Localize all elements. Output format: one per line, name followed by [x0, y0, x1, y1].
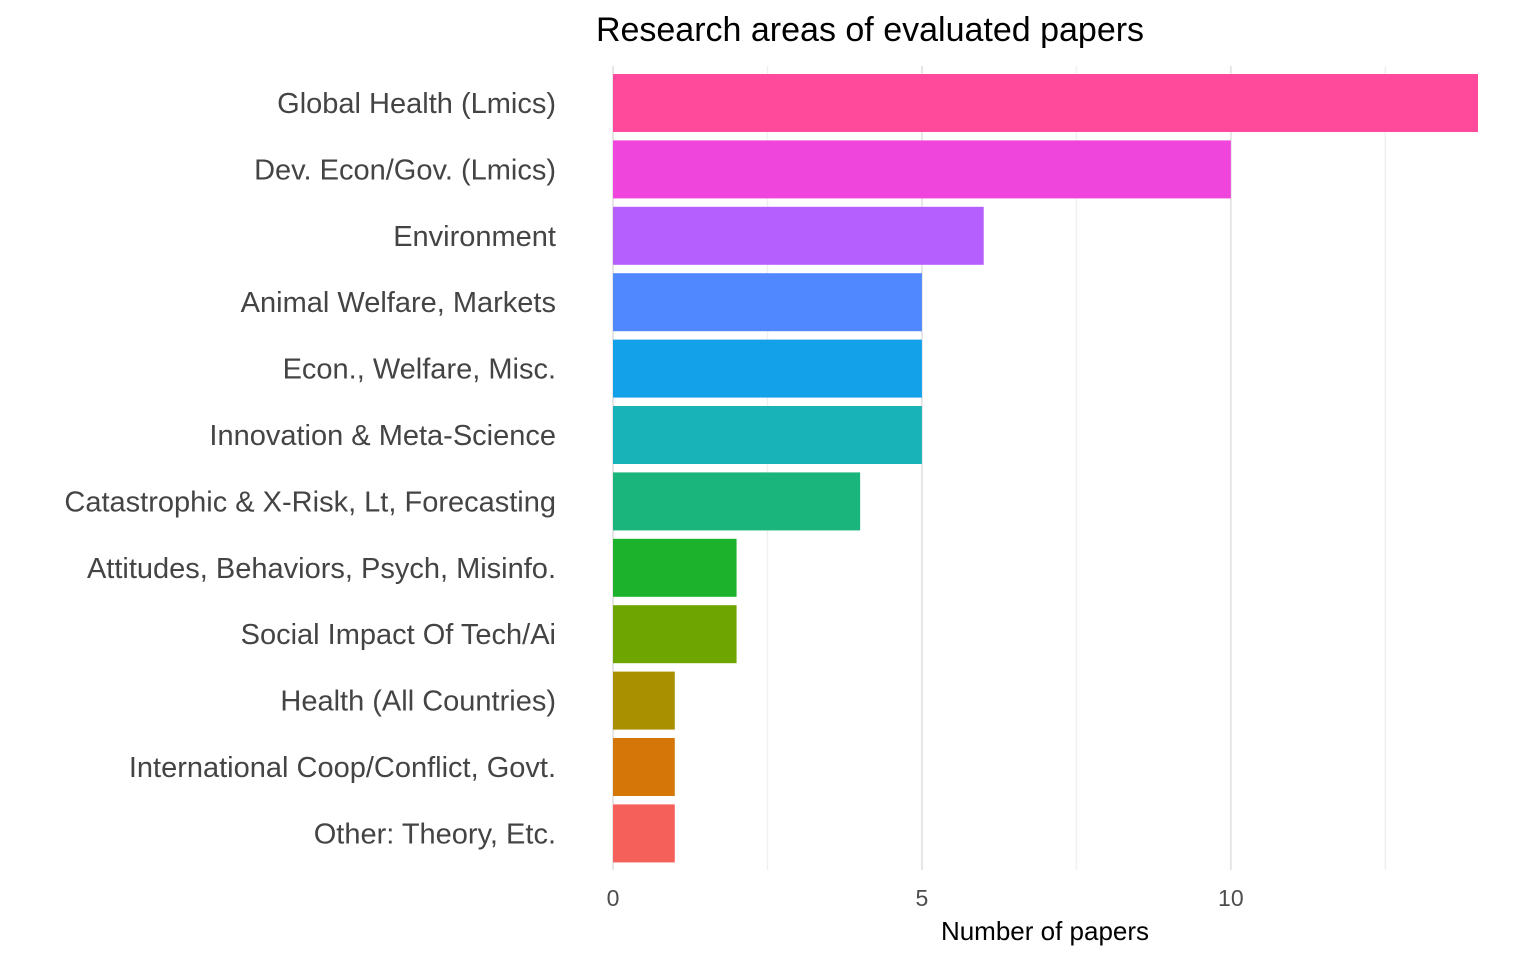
chart-title: Research areas of evaluated papers [596, 11, 1144, 49]
bar [613, 472, 861, 531]
category-label: Econ., Welfare, Misc. [283, 354, 556, 386]
category-label: Catastrophic & X-Risk, Lt, Forecasting [64, 486, 556, 518]
category-label: Environment [393, 221, 556, 253]
category-label: Innovation & Meta-Science [209, 420, 556, 452]
bar [613, 538, 737, 597]
category-label: Social Impact Of Tech/Ai [241, 619, 556, 651]
category-label: International Coop/Conflict, Govt. [129, 752, 556, 784]
bar [613, 339, 922, 398]
gridlines [612, 66, 1387, 870]
bar [613, 74, 1478, 132]
x-tick-label: 10 [1218, 885, 1244, 911]
category-label: Global Health (Lmics) [277, 88, 556, 120]
category-label: Health (All Countries) [280, 686, 556, 718]
bar [613, 738, 675, 796]
bar [613, 206, 984, 265]
category-label: Other: Theory, Etc. [314, 818, 556, 850]
bar [613, 605, 737, 664]
category-labels: Global Health (Lmics) Dev. Econ/Gov. (Lmi… [64, 88, 556, 850]
bars [613, 74, 1478, 863]
x-axis-title: Number of papers [941, 916, 1149, 946]
bar [613, 804, 675, 863]
category-label: Attitudes, Behaviors, Psych, Misinfo. [87, 553, 556, 585]
bar [613, 406, 922, 464]
category-label: Animal Welfare, Markets [241, 287, 556, 319]
bar [613, 273, 922, 332]
x-tick-labels: 0 5 10 [607, 885, 1244, 911]
category-label: Dev. Econ/Gov. (Lmics) [254, 154, 556, 186]
bar [613, 671, 675, 730]
x-tick-label: 0 [607, 885, 620, 911]
x-tick-label: 5 [916, 885, 929, 911]
bar [613, 140, 1231, 199]
